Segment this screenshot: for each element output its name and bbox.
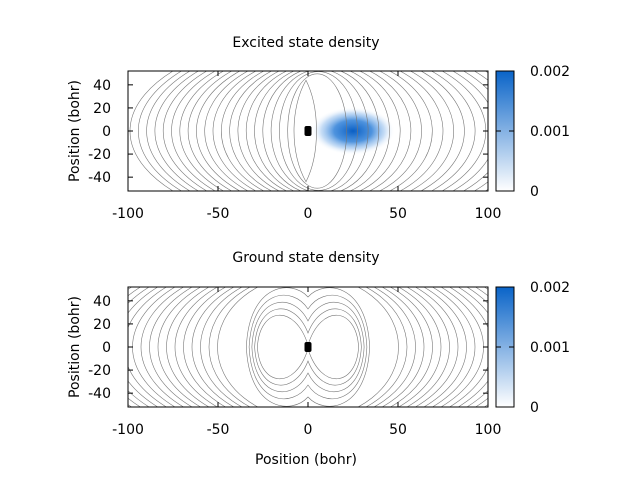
contour-line [270,71,369,191]
contour-line [212,71,444,191]
y-tick-label: 20 [93,101,111,117]
colorbar: 0.002 0.001 0 [495,280,570,416]
colorbar-tick-label: 0.002 [530,64,570,80]
x-tick-label: 100 [475,422,502,438]
x-tick-label: -100 [112,206,144,222]
colorbar-tick-label: 0.002 [530,280,570,296]
contour-line [251,301,365,393]
contour-line [140,287,476,407]
x-tick-label: -100 [112,422,144,438]
contour-line [246,287,370,407]
colorbar-tick-label: 0.001 [530,340,570,356]
x-tick-label: 100 [475,206,502,222]
contour-line [248,294,368,400]
x-tick-label: 50 [389,206,407,222]
y-tick-label: 0 [102,124,111,140]
contour-line [262,71,380,191]
contour-line [162,71,488,191]
x-axis-label: Position (bohr) [255,452,357,468]
contour-line [166,287,450,407]
x-tick-label: -50 [207,422,230,438]
x-tick-label: 0 [304,206,313,222]
x-tick-label: 0 [304,422,313,438]
x-tick-label: 50 [389,422,407,438]
nucleus-marker [304,342,312,352]
contour-line [254,71,390,191]
y-tick-label: -20 [88,363,111,379]
contour-line [171,71,488,191]
contour-line [149,287,467,407]
y-tick-label: 40 [93,294,111,310]
nucleus-marker [304,126,312,136]
chart-title: Ground state density [232,250,379,266]
y-tick-label: 20 [93,317,111,333]
contour-line [138,71,183,191]
contour-line [157,287,459,407]
contour-line [154,71,488,191]
panel-ground: Ground state density -100 -50 0 50 10040200-… [67,250,570,468]
colorbar: 0.002 0.001 0 [495,64,570,200]
chart-title: Excited state density [232,35,379,51]
contour-line [245,71,401,191]
panel-excited: Excited state density -100 -50 0 50 100 40 20 0… [67,35,570,222]
colorbar-tick-label: 0.001 [530,124,570,140]
colorbar-tick-label: 0 [530,400,539,416]
contour-line [254,308,362,386]
contour-line [279,71,358,191]
contour-line [217,287,399,407]
density-blob [310,107,396,155]
contour-line [146,71,488,191]
contour-line [208,287,408,407]
contour-line [174,287,442,407]
contour-line [187,71,476,191]
y-tick-label: -40 [88,386,111,402]
contour-line [196,71,465,191]
y-axis-label: Position (bohr) [67,296,83,398]
y-tick-label: 0 [102,340,111,356]
contour-line [237,71,412,191]
contour-line [229,71,422,191]
contour-line [221,71,433,191]
contour-line [191,287,425,407]
colorbar-tick-label: 0 [530,184,539,200]
contour-line [200,287,416,407]
y-tick-label: -20 [88,147,111,163]
y-axis-label: Position (bohr) [67,80,83,182]
x-tick-label: -50 [207,206,230,222]
contour-line [287,73,348,189]
plot-area [129,71,488,191]
contour-line [293,79,317,183]
axes: -100 -50 0 50 100 40 20 0 -20 -40 [88,71,501,222]
contour-line [204,71,454,191]
y-tick-label: 40 [93,78,111,94]
contour-line [183,287,433,407]
y-tick-label: -40 [88,170,111,186]
axes: -100 -50 0 50 100 40 20 0 -20 -40 [88,287,501,438]
